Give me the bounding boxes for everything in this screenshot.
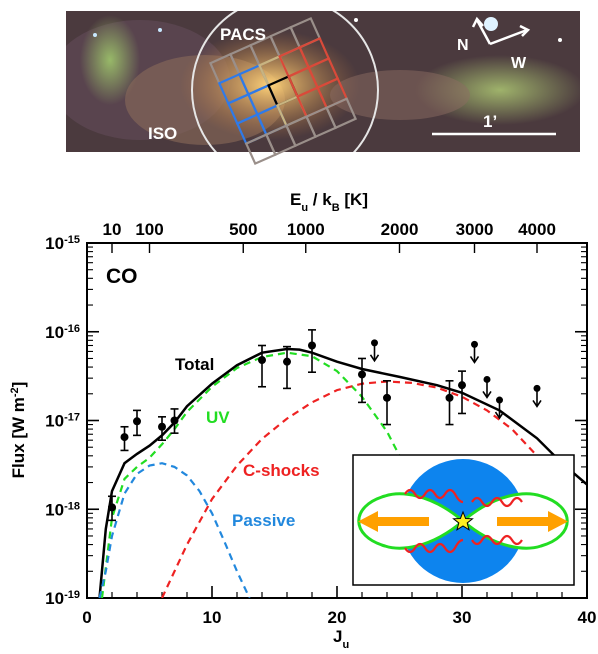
shocked-wall-top xyxy=(404,488,523,508)
data-point xyxy=(445,393,454,402)
top-tick-label: 1000 xyxy=(287,220,325,239)
top-tick-label: 4000 xyxy=(518,220,556,239)
iso-beam-circle xyxy=(191,11,379,152)
top-tick-label: 3000 xyxy=(456,220,494,239)
x-tick-label: 10 xyxy=(203,608,222,627)
data-point xyxy=(133,417,141,426)
y-tick-label: 10-15 xyxy=(45,234,80,253)
curve-total xyxy=(98,347,587,598)
top-tick-labels: 10 100 500 1000 2000 3000 4000 xyxy=(103,220,556,239)
data-point xyxy=(383,393,391,402)
data-point xyxy=(120,433,129,442)
y-axis-title: Flux [W m-2] xyxy=(9,382,28,479)
curve-label-uv: UV xyxy=(206,408,230,427)
y-tick-labels: 10-19 10-18 10-17 10-16 10-15 xyxy=(45,234,80,608)
shocked-wall-bottom xyxy=(404,534,523,554)
x-tick-label: 0 xyxy=(82,608,91,627)
x-tick-label: 40 xyxy=(578,608,597,627)
curve-uv xyxy=(100,351,401,598)
y-tick-label: 10-18 xyxy=(45,500,80,519)
error-bars xyxy=(108,329,466,522)
upper-limit-arrow xyxy=(482,391,492,399)
scale-bar-label: 1’ xyxy=(483,112,497,131)
schematic-inset xyxy=(352,454,575,586)
x-tick-label: 20 xyxy=(328,608,347,627)
curve-label-cshocks: C-shocks xyxy=(243,461,320,480)
x-tick-labels: 0 10 20 30 40 xyxy=(82,608,596,627)
iso-label: ISO xyxy=(148,124,177,143)
pacs-footprint xyxy=(208,16,358,166)
top-tick-label: 500 xyxy=(229,220,257,239)
data-point xyxy=(158,422,166,431)
y-tick-label: 10-19 xyxy=(45,589,80,608)
top-tick-label: 100 xyxy=(135,220,163,239)
compass: N W xyxy=(457,16,531,72)
upper-limit-arrow xyxy=(532,399,542,408)
upper-limit-arrow xyxy=(369,354,380,363)
data-point xyxy=(308,341,316,350)
major-ticks xyxy=(86,242,588,599)
top-axis-title: Eu / kB [K] xyxy=(290,190,368,214)
object-image: PACS ISO N W 1’ xyxy=(66,11,580,166)
chart-title: CO xyxy=(106,265,138,288)
curve-label-total: Total xyxy=(175,355,214,374)
upper-limit-arrow xyxy=(494,411,505,420)
data-point xyxy=(358,370,366,379)
compass-n-label: N xyxy=(457,37,469,54)
jet-right-arrowhead xyxy=(548,511,568,532)
star xyxy=(484,17,498,31)
upper-limit-arrow xyxy=(469,355,480,364)
pacs-label: PACS xyxy=(220,25,266,44)
curve-label-passive: Passive xyxy=(232,511,295,530)
x-tick-label: 30 xyxy=(453,608,472,627)
jet-right xyxy=(497,517,553,526)
data-point xyxy=(108,503,116,512)
compass-w-label: W xyxy=(511,55,527,72)
top-tick-label: 2000 xyxy=(381,220,419,239)
data-point xyxy=(170,416,179,425)
data-points xyxy=(108,341,466,512)
protostar-icon xyxy=(452,510,474,531)
pacs-spaxel xyxy=(325,97,358,130)
data-point xyxy=(458,381,466,390)
data-point xyxy=(283,357,291,366)
data-point xyxy=(258,356,266,365)
jet-left-arrowhead xyxy=(358,511,378,532)
y-tick-label: 10-17 xyxy=(45,412,80,431)
top-tick-label: 10 xyxy=(103,220,122,239)
y-tick-label: 10-16 xyxy=(45,323,80,342)
curve-passive xyxy=(98,462,251,598)
upper-limits xyxy=(369,339,542,420)
x-axis-title: Ju xyxy=(333,627,349,651)
nebula-left-lobe xyxy=(80,15,140,105)
jet-left xyxy=(373,517,429,526)
